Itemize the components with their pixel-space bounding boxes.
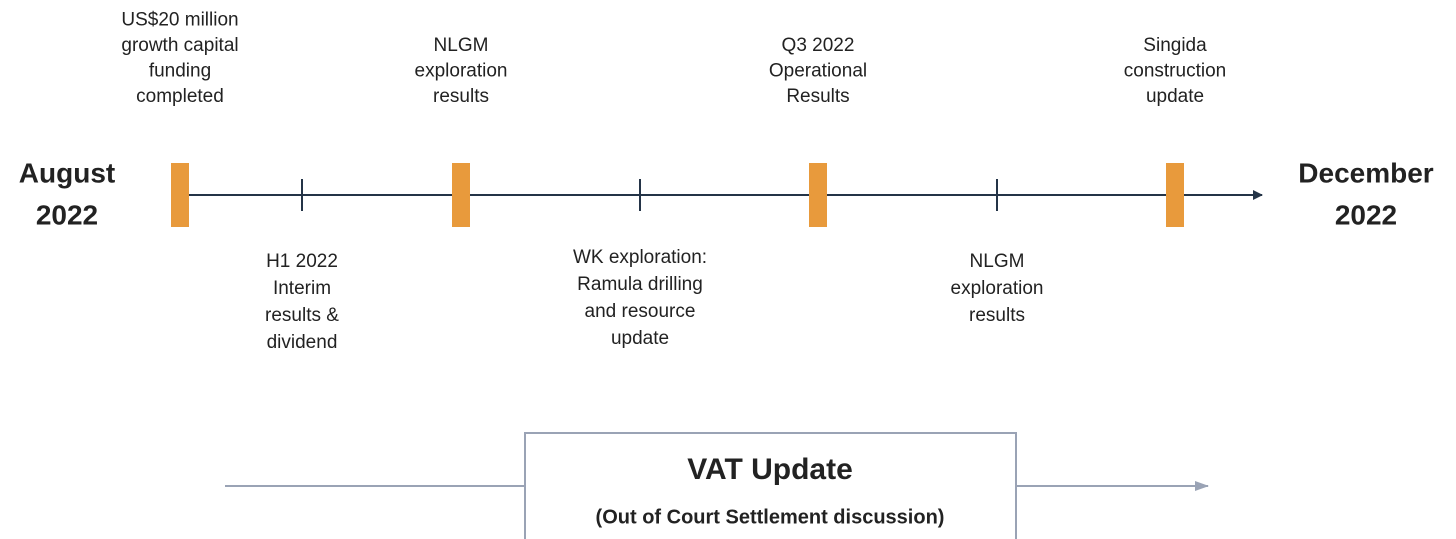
event-label: completed <box>136 86 224 107</box>
vat-subtitle: (Out of Court Settlement discussion) <box>596 506 945 528</box>
event-label: exploration <box>415 61 508 82</box>
event-label: US$20 million <box>121 10 238 31</box>
event-label: update <box>1146 86 1204 107</box>
vat-box <box>524 432 1017 539</box>
event-label: results <box>969 305 1025 326</box>
event-label: Interim <box>273 278 331 299</box>
event-label: results <box>433 86 489 107</box>
milestone-marker <box>809 163 827 227</box>
vat-title: VAT Update <box>687 453 853 486</box>
event-label: WK exploration: <box>573 247 707 268</box>
event-label: exploration <box>951 278 1044 299</box>
event-label: Singida <box>1143 35 1207 56</box>
event-label: Ramula drilling <box>577 274 703 295</box>
milestone-marker <box>171 163 189 227</box>
end-label: 2022 <box>1335 199 1397 230</box>
event-label: growth capital <box>121 35 238 56</box>
event-label: and resource <box>585 301 696 322</box>
event-label: NLGM <box>970 251 1025 272</box>
start-label: August <box>19 157 115 188</box>
event-label: Q3 2022 <box>782 35 855 56</box>
event-label: construction <box>1124 61 1226 82</box>
start-label: 2022 <box>36 199 98 230</box>
event-label: NLGM <box>434 35 489 56</box>
event-label: Results <box>786 86 849 107</box>
event-label: funding <box>149 61 211 82</box>
milestone-marker <box>1166 163 1184 227</box>
event-label: results & <box>265 305 339 326</box>
event-label: dividend <box>267 332 338 353</box>
event-label: H1 2022 <box>266 251 338 272</box>
event-label: Operational <box>769 61 867 82</box>
end-label: December <box>1298 157 1434 188</box>
event-label: update <box>611 328 669 349</box>
milestone-marker <box>452 163 470 227</box>
